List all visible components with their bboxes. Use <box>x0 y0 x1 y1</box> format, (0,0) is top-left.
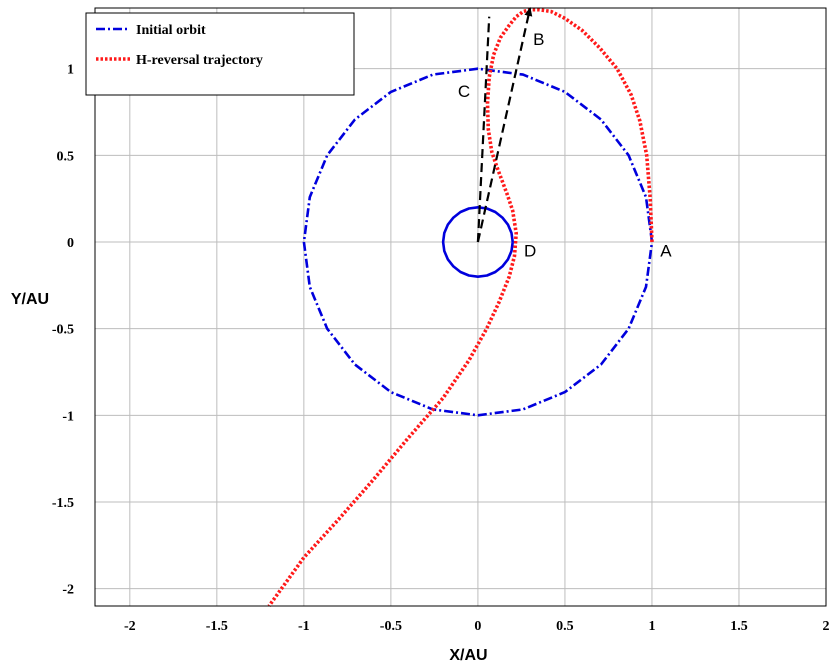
legend-entry-h-reversal: H-reversal trajectory <box>136 53 263 68</box>
x-axis-label: X/AU <box>449 647 487 664</box>
point-label-d: D <box>524 242 536 261</box>
point-label-b: B <box>533 30 544 49</box>
y-tick-label: -1.5 <box>52 496 74 511</box>
tick-labels: -2 -1.5 -1 -0.5 0 0.5 1 1.5 2 -2 -1.5 -1 -0.5 0 0.5 1 <box>52 63 830 634</box>
y-axis-label: Y/AU <box>11 291 49 308</box>
dashed-vector-1 <box>476 7 533 243</box>
legend-box <box>85 12 355 96</box>
y-tick-label: 0 <box>67 236 74 251</box>
point-label-c: C <box>458 82 470 101</box>
legend-entry-initial-orbit: Initial orbit <box>136 23 206 38</box>
x-tick-label: -0.5 <box>380 619 402 634</box>
series-layer <box>267 7 654 608</box>
legend: Initial orbit H-reversal trajectory <box>85 12 355 96</box>
x-tick-label: 2 <box>823 619 830 634</box>
x-tick-label: -2 <box>124 619 136 634</box>
x-tick-label: 0 <box>474 619 481 634</box>
y-tick-label: -1 <box>62 409 74 424</box>
x-tick-label: 0.5 <box>556 619 574 634</box>
x-tick-label: -1.5 <box>206 619 228 634</box>
x-tick-label: -1 <box>298 619 310 634</box>
grid <box>95 8 827 606</box>
y-tick-label: 0.5 <box>57 149 75 164</box>
series-line-0 <box>302 67 654 417</box>
series-line-1 <box>267 7 654 608</box>
annotations: A B C D <box>458 30 672 260</box>
plot-frame <box>94 7 827 607</box>
point-label-a: A <box>660 242 672 261</box>
x-tick-label: 1.5 <box>730 619 748 634</box>
y-tick-label: -2 <box>62 583 74 598</box>
x-tick-label: 1 <box>648 619 655 634</box>
dashed-lines <box>476 7 533 243</box>
y-tick-label: -0.5 <box>52 323 74 338</box>
y-tick-label: 1 <box>67 63 74 78</box>
dashed-vector-0 <box>476 16 491 243</box>
series-line-2 <box>441 206 514 279</box>
